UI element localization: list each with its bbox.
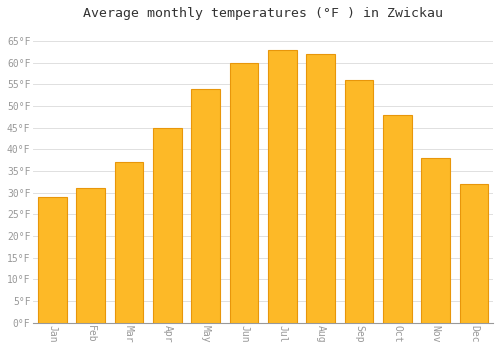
Bar: [153, 128, 182, 323]
Bar: [76, 188, 105, 323]
Bar: [383, 115, 412, 323]
Bar: [114, 162, 144, 323]
Bar: [192, 89, 220, 323]
Bar: [230, 63, 258, 323]
Title: Average monthly temperatures (°F ) in Zwickau: Average monthly temperatures (°F ) in Zw…: [83, 7, 443, 20]
Bar: [344, 80, 374, 323]
Bar: [268, 50, 296, 323]
Bar: [38, 197, 67, 323]
Bar: [306, 54, 335, 323]
Bar: [421, 158, 450, 323]
Bar: [460, 184, 488, 323]
